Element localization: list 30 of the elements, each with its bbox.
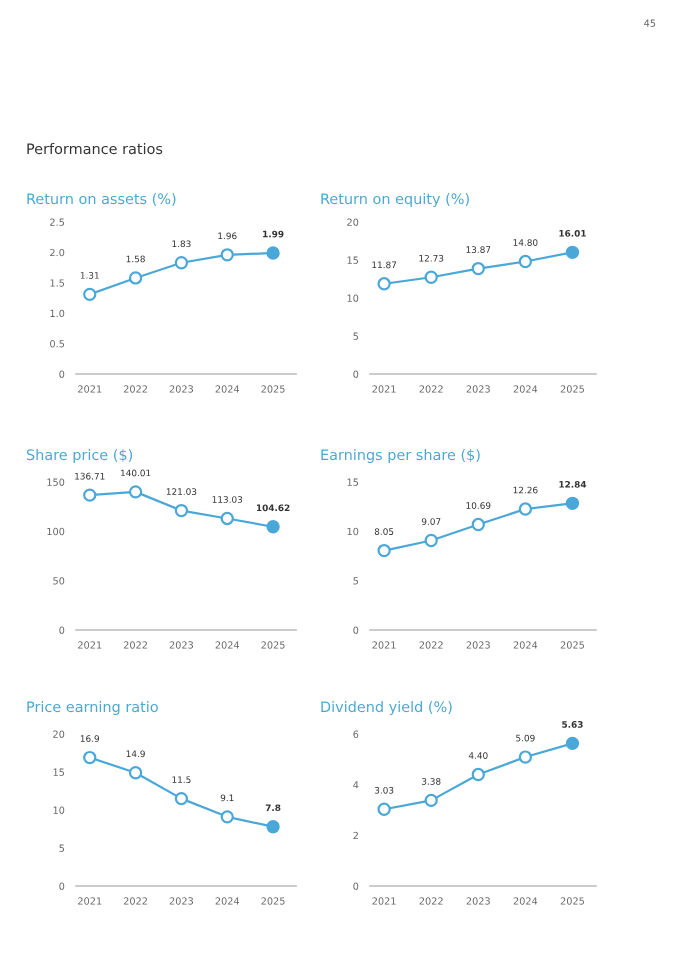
point [565,496,580,510]
point [83,488,97,502]
point [377,277,391,291]
point [220,511,234,526]
point [266,246,280,260]
point [565,736,580,751]
point [424,793,438,808]
point [128,485,143,499]
point [424,270,438,284]
point [377,543,391,558]
point [174,256,189,270]
point [220,810,234,824]
point [518,750,533,764]
point [83,750,97,765]
point [518,502,533,516]
point [174,791,189,806]
point [518,254,533,269]
point [128,766,143,780]
point [128,271,143,285]
point [266,520,280,534]
point [471,261,485,276]
point [471,767,485,782]
point [565,245,580,259]
point [266,820,280,834]
point [424,533,438,548]
point [83,287,97,302]
point [471,517,485,532]
point [174,503,189,518]
point [377,802,391,816]
point [220,248,234,262]
